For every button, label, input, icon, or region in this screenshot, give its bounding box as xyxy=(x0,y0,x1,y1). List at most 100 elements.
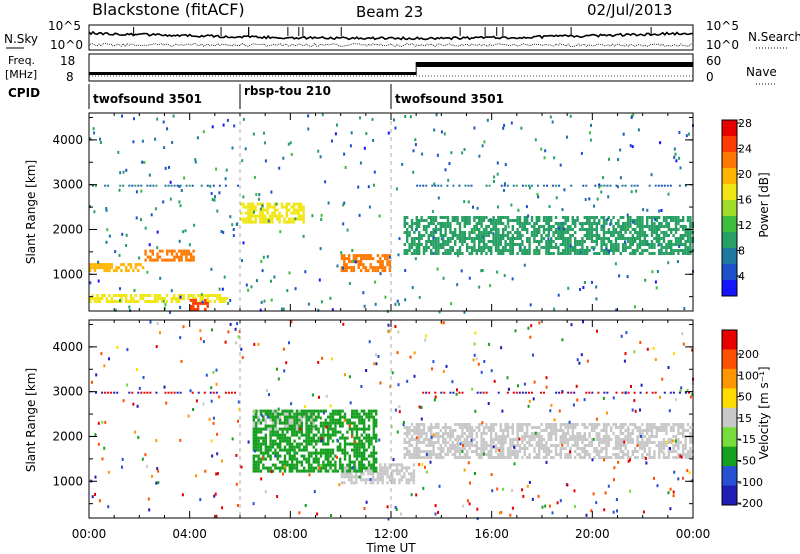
heatmap-cell xyxy=(569,435,572,438)
heatmap-cell xyxy=(274,454,277,458)
heatmap-cell xyxy=(343,445,347,449)
heatmap-cell xyxy=(180,189,183,192)
heatmap-cell xyxy=(470,246,474,249)
heatmap-cell xyxy=(236,322,239,326)
heatmap-cell xyxy=(398,302,400,306)
heatmap-cell xyxy=(583,444,586,447)
heatmap-cell xyxy=(586,444,589,447)
heatmap-cell xyxy=(446,249,450,252)
heatmap-cell xyxy=(350,475,353,479)
heatmap-cell xyxy=(288,439,291,443)
heatmap-cell xyxy=(667,438,670,441)
heatmap-cell xyxy=(674,439,677,443)
heatmap-cell xyxy=(662,426,666,429)
heatmap-cell xyxy=(643,234,646,237)
heatmap-cell xyxy=(559,234,562,237)
heatmap-cell xyxy=(581,243,584,246)
heatmap-cell xyxy=(636,216,639,219)
heatmap-cell xyxy=(261,214,264,218)
heatmap-cell xyxy=(375,457,378,461)
heatmap-cell xyxy=(331,439,335,443)
heatmap-cell xyxy=(530,438,534,441)
y-tick-label: 4000 xyxy=(52,133,83,147)
heatmap-cell xyxy=(307,114,310,118)
heatmap-cell xyxy=(648,453,651,456)
heatmap-cell xyxy=(646,249,649,252)
heatmap-cell xyxy=(515,184,518,187)
heatmap-cell xyxy=(343,457,347,461)
heatmap-cell xyxy=(215,514,218,518)
heatmap-cell xyxy=(151,300,154,303)
heatmap-cell xyxy=(554,246,558,249)
heatmap-cell xyxy=(552,234,555,237)
heatmap-cell xyxy=(528,456,531,459)
heatmap-cell xyxy=(588,228,591,231)
heatmap-cell xyxy=(554,453,558,456)
heatmap-cell xyxy=(283,409,287,413)
heatmap-cell xyxy=(350,478,353,482)
heatmap-cell xyxy=(463,438,466,441)
heatmap-cell xyxy=(425,243,428,246)
heatmap-cell xyxy=(415,426,418,429)
heatmap-cell xyxy=(510,121,513,125)
heatmap-cell xyxy=(511,506,514,510)
heatmap-cell xyxy=(362,478,365,482)
heatmap-cell xyxy=(216,294,219,297)
heatmap-cell xyxy=(533,456,536,459)
heatmap-cell xyxy=(302,211,305,215)
heatmap-cell xyxy=(331,415,335,419)
heatmap-cell xyxy=(101,294,104,297)
heatmap-cell xyxy=(461,216,464,219)
heatmap-cell xyxy=(585,391,588,394)
heatmap-cell xyxy=(415,228,417,232)
heatmap-cell xyxy=(646,219,649,222)
heatmap-cell xyxy=(257,415,260,419)
heatmap-cell xyxy=(110,266,113,270)
heatmap-cell xyxy=(540,423,543,426)
heatmap-cell xyxy=(571,435,574,438)
heatmap-cell xyxy=(403,249,406,252)
heatmap-cell xyxy=(286,451,289,455)
heatmap-cell xyxy=(264,217,267,221)
heatmap-cell xyxy=(249,214,252,218)
heatmap-cell xyxy=(155,184,158,187)
heatmap-cell xyxy=(398,472,401,476)
heatmap-cell xyxy=(292,205,296,209)
heatmap-cell xyxy=(268,205,272,209)
heatmap-cell xyxy=(336,418,339,422)
heatmap-cell xyxy=(221,297,224,300)
heatmap-cell xyxy=(187,252,190,256)
heatmap-cell xyxy=(446,441,450,444)
heatmap-cell xyxy=(363,421,366,425)
colorbar-tick-label: 100 xyxy=(738,369,759,382)
heatmap-cell xyxy=(606,184,609,187)
heatmap-cell xyxy=(444,429,447,432)
heatmap-cell xyxy=(602,234,606,237)
heatmap-cell xyxy=(410,444,414,447)
heatmap-cell xyxy=(339,445,342,449)
heatmap-cell xyxy=(257,418,260,422)
heatmap-cell xyxy=(490,450,493,453)
heatmap-cell xyxy=(406,379,409,383)
heatmap-cell xyxy=(573,489,576,493)
heatmap-cell xyxy=(629,144,632,148)
heatmap-cell xyxy=(439,222,442,225)
heatmap-cell xyxy=(187,297,190,300)
heatmap-cell xyxy=(427,456,430,459)
heatmap-cell xyxy=(686,252,690,255)
heatmap-cell xyxy=(504,246,507,249)
heatmap-cell xyxy=(363,424,366,428)
heatmap-cell xyxy=(434,395,437,399)
heatmap-cell xyxy=(273,214,276,218)
heatmap-cell xyxy=(578,240,582,243)
heatmap-cell xyxy=(461,243,464,246)
heatmap-cell xyxy=(310,439,313,443)
heatmap-cell xyxy=(614,222,618,225)
heatmap-cell xyxy=(370,409,373,413)
heatmap-cell xyxy=(273,275,276,279)
heatmap-cell xyxy=(646,222,649,225)
heatmap-cell xyxy=(643,231,646,234)
heatmap-cell xyxy=(363,451,366,455)
heatmap-cell xyxy=(351,466,354,470)
heatmap-cell xyxy=(457,254,460,258)
